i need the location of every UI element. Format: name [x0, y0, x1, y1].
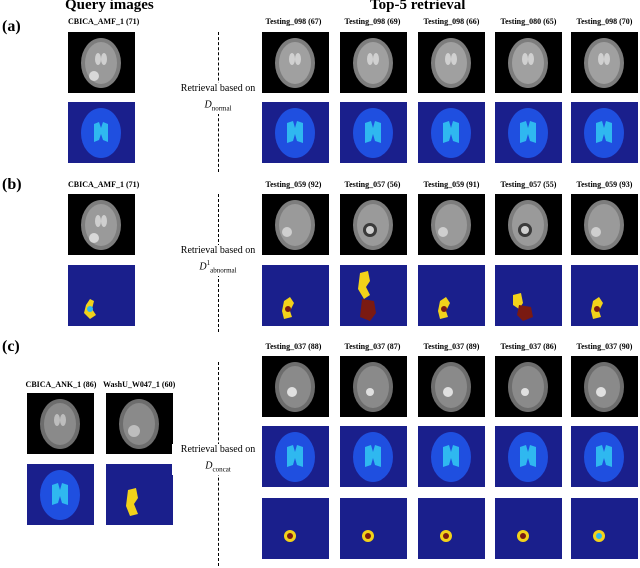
result-segmentation-map [262, 102, 329, 163]
query-segmentation-map [68, 265, 135, 326]
query-segmentation-map [68, 102, 135, 163]
result-tumor-map [571, 498, 638, 559]
top5-retrieval-header: Top-5 retrieval [370, 0, 466, 13]
query-segmentation-map [106, 464, 173, 525]
result-segmentation-map [418, 102, 485, 163]
result-mri-image [262, 356, 329, 417]
result-segmentation-map [340, 426, 407, 487]
result-tumor-map [418, 498, 485, 559]
result-segmentation-map [571, 426, 638, 487]
query-caption: CBICA_AMF_1 (71) [68, 17, 140, 26]
result-segmentation-map [340, 102, 407, 163]
result-mri-image [418, 356, 485, 417]
retrieval-method-label: Retrieval based on Dconcat [172, 444, 264, 476]
result-segmentation-map [495, 102, 562, 163]
query-images-header: Query images [65, 0, 154, 13]
result-caption: Testing_057 (56) [344, 180, 401, 189]
query-caption: CBICA_ANK_1 (86) [25, 380, 97, 389]
result-segmentation-map [340, 265, 407, 326]
result-mri-image [262, 32, 329, 93]
result-caption: Testing_037 (86) [500, 342, 557, 351]
result-segmentation-map [262, 426, 329, 487]
result-caption: Testing_059 (91) [423, 180, 480, 189]
result-mri-image [571, 194, 638, 255]
retrieval-method-label: Retrieval based on Dnormal [172, 83, 264, 115]
result-mri-image [495, 32, 562, 93]
result-mri-image [495, 194, 562, 255]
result-mri-image [571, 356, 638, 417]
result-caption: Testing_098 (67) [265, 17, 322, 26]
query-mri-image [27, 393, 94, 454]
result-mri-image [340, 194, 407, 255]
result-tumor-map [340, 498, 407, 559]
query-mri-image [106, 393, 173, 454]
result-caption: Testing_098 (69) [344, 17, 401, 26]
row-a-label: (a) [2, 18, 21, 35]
query-caption: WashU_W047_1 (60) [103, 380, 176, 389]
query-mri-image [68, 194, 135, 255]
result-mri-image [571, 32, 638, 93]
result-segmentation-map [571, 102, 638, 163]
result-caption: Testing_037 (87) [344, 342, 401, 351]
result-mri-image [340, 32, 407, 93]
result-segmentation-map [418, 265, 485, 326]
query-mri-image [68, 32, 135, 93]
result-mri-image [418, 32, 485, 93]
result-segmentation-map [418, 426, 485, 487]
result-caption: Testing_057 (55) [500, 180, 557, 189]
result-mri-image [262, 194, 329, 255]
result-segmentation-map [571, 265, 638, 326]
result-caption: Testing_098 (66) [423, 17, 480, 26]
row-b-label: (b) [2, 176, 22, 193]
result-segmentation-map [495, 426, 562, 487]
retrieval-method-label: Retrieval based on D1abnormal [172, 245, 264, 277]
row-c-label: (c) [2, 338, 20, 355]
query-segmentation-map [27, 464, 94, 525]
result-mri-image [495, 356, 562, 417]
result-mri-image [340, 356, 407, 417]
result-caption: Testing_059 (92) [265, 180, 322, 189]
result-mri-image [418, 194, 485, 255]
result-caption: Testing_037 (90) [576, 342, 633, 351]
result-caption: Testing_037 (89) [423, 342, 480, 351]
query-caption: CBICA_AMF_1 (71) [68, 180, 140, 189]
result-caption: Testing_080 (65) [500, 17, 557, 26]
result-caption: Testing_098 (70) [576, 17, 633, 26]
result-caption: Testing_037 (88) [265, 342, 322, 351]
result-tumor-map [262, 498, 329, 559]
result-tumor-map [495, 498, 562, 559]
result-segmentation-map [262, 265, 329, 326]
result-caption: Testing_059 (93) [576, 180, 633, 189]
result-segmentation-map [495, 265, 562, 326]
